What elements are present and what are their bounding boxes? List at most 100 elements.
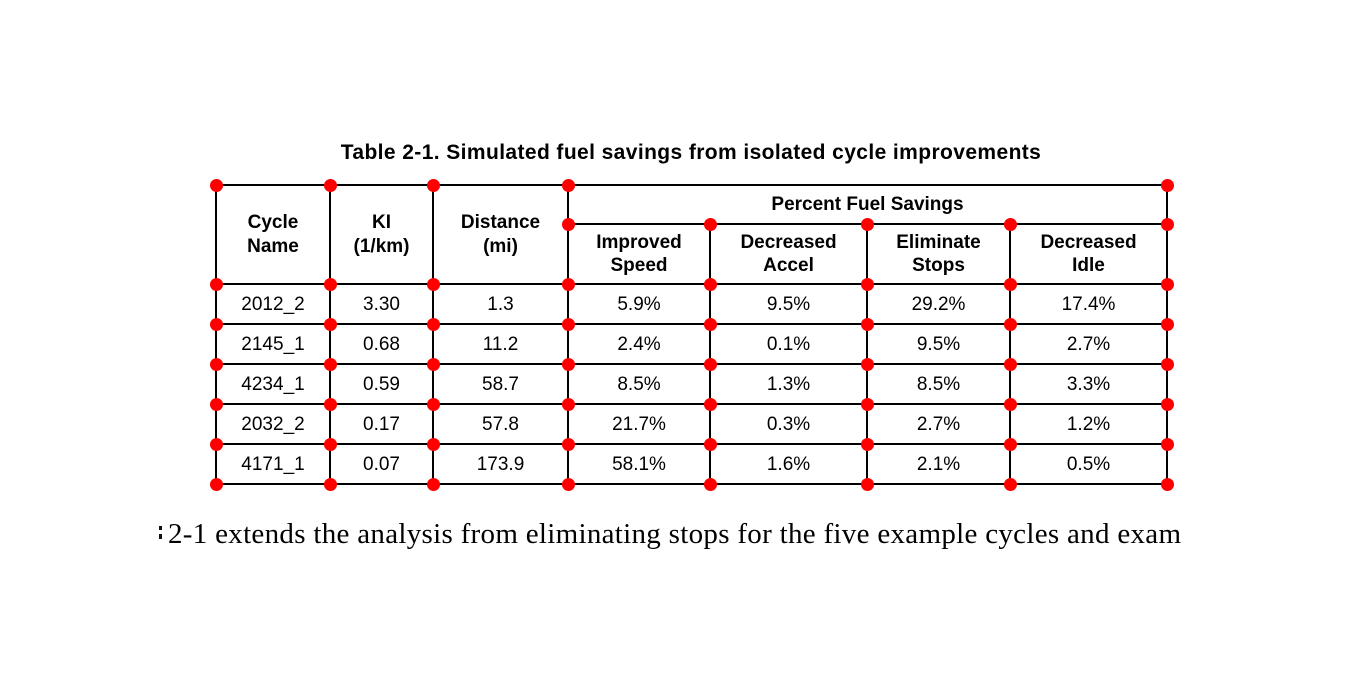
cell-eliminate-stops: 9.5% xyxy=(866,323,1011,365)
cell-cycle-name: 2032_2 xyxy=(215,403,331,445)
annotation-dot-icon xyxy=(323,437,337,451)
annotation-dot-icon xyxy=(1160,277,1174,291)
cell-improved-speed: 58.1% xyxy=(567,443,711,485)
annotation-dot-icon xyxy=(426,397,440,411)
col-header-eliminate-stops: Eliminate Stops xyxy=(866,223,1011,285)
annotation-dot-icon xyxy=(1160,217,1174,231)
annotation-dot-icon xyxy=(1160,178,1174,192)
annotation-dot-icon xyxy=(323,397,337,411)
cell-improved-speed: 8.5% xyxy=(567,363,711,405)
cell-ki: 0.68 xyxy=(329,323,434,365)
annotation-dot-icon xyxy=(209,317,223,331)
annotation-dot-icon xyxy=(209,277,223,291)
caption-text: 2-1 extends the analysis from eliminatin… xyxy=(168,518,1182,550)
annotation-dot-icon xyxy=(561,317,575,331)
annotation-dot-icon xyxy=(703,477,717,491)
annotation-dot-icon xyxy=(1003,437,1017,451)
annotation-dot-icon xyxy=(860,437,874,451)
cell-decreased-idle: 17.4% xyxy=(1009,283,1168,325)
cell-cycle-name: 2145_1 xyxy=(215,323,331,365)
table-row: 2012_2 3.30 1.3 5.9% 9.5% 29.2% 17.4% xyxy=(215,283,1168,325)
annotation-dot-icon xyxy=(860,477,874,491)
annotation-dot-icon xyxy=(426,357,440,371)
annotation-dot-icon xyxy=(323,477,337,491)
cell-distance: 11.2 xyxy=(432,323,569,365)
annotation-dot-icon xyxy=(1003,217,1017,231)
cell-decreased-idle: 0.5% xyxy=(1009,443,1168,485)
annotation-dot-icon xyxy=(561,178,575,192)
table-row: 2032_2 0.17 57.8 21.7% 0.3% 2.7% 1.2% xyxy=(215,403,1168,445)
annotation-dot-icon xyxy=(426,178,440,192)
table-row: 4171_1 0.07 173.9 58.1% 1.6% 2.1% 0.5% xyxy=(215,443,1168,485)
cell-distance: 57.8 xyxy=(432,403,569,445)
annotation-dot-icon xyxy=(561,397,575,411)
annotation-dot-icon xyxy=(1003,357,1017,371)
annotation-dot-icon xyxy=(703,397,717,411)
cell-decreased-accel: 0.3% xyxy=(709,403,868,445)
col-header-ki: KI (1/km) xyxy=(329,184,434,285)
annotation-dot-icon xyxy=(561,437,575,451)
annotation-dot-icon xyxy=(426,317,440,331)
cell-improved-speed: 21.7% xyxy=(567,403,711,445)
annotation-dot-icon xyxy=(860,357,874,371)
annotation-dot-icon xyxy=(703,317,717,331)
annotation-dot-icon xyxy=(860,397,874,411)
cell-distance: 58.7 xyxy=(432,363,569,405)
col-header-cycle-name: Cycle Name xyxy=(215,184,331,285)
annotation-dot-icon xyxy=(1003,277,1017,291)
header-row-group: Cycle Name KI (1/km) Distance (mi) Perce… xyxy=(215,184,1168,285)
annotation-dot-icon xyxy=(703,277,717,291)
annotation-dot-icon xyxy=(1160,317,1174,331)
annotation-dot-icon xyxy=(860,277,874,291)
annotation-dot-icon xyxy=(1003,477,1017,491)
cell-decreased-accel: 1.3% xyxy=(709,363,868,405)
cell-cycle-name: 2012_2 xyxy=(215,283,331,325)
clipped-glyph-fragment xyxy=(159,534,162,539)
annotation-dot-icon xyxy=(1003,317,1017,331)
cell-distance: 173.9 xyxy=(432,443,569,485)
annotation-dot-icon xyxy=(209,178,223,192)
annotation-dot-icon xyxy=(426,477,440,491)
annotation-dot-icon xyxy=(1160,437,1174,451)
clipped-glyph-fragment xyxy=(159,526,162,530)
table-row: 4234_1 0.59 58.7 8.5% 1.3% 8.5% 3.3% xyxy=(215,363,1168,405)
cell-ki: 0.07 xyxy=(329,443,434,485)
cell-eliminate-stops: 29.2% xyxy=(866,283,1011,325)
col-header-decreased-accel: Decreased Accel xyxy=(709,223,868,285)
annotation-dot-icon xyxy=(1160,477,1174,491)
col-header-decreased-idle: Decreased Idle xyxy=(1009,223,1168,285)
annotation-dot-icon xyxy=(703,357,717,371)
cell-eliminate-stops: 8.5% xyxy=(866,363,1011,405)
cell-decreased-accel: 9.5% xyxy=(709,283,868,325)
annotation-dot-icon xyxy=(860,217,874,231)
cell-decreased-accel: 0.1% xyxy=(709,323,868,365)
annotation-dot-icon xyxy=(209,397,223,411)
annotation-dot-icon xyxy=(561,357,575,371)
annotation-dot-icon xyxy=(323,317,337,331)
cell-decreased-accel: 1.6% xyxy=(709,443,868,485)
cell-improved-speed: 2.4% xyxy=(567,323,711,365)
annotation-dot-icon xyxy=(703,437,717,451)
annotation-dot-icon xyxy=(426,277,440,291)
cell-improved-speed: 5.9% xyxy=(567,283,711,325)
cell-ki: 3.30 xyxy=(329,283,434,325)
cell-ki: 0.59 xyxy=(329,363,434,405)
cell-cycle-name: 4171_1 xyxy=(215,443,331,485)
annotation-dot-icon xyxy=(860,317,874,331)
annotation-dot-icon xyxy=(561,277,575,291)
fuel-savings-table: Cycle Name KI (1/km) Distance (mi) Perce… xyxy=(215,184,1168,485)
table-row: 2145_1 0.68 11.2 2.4% 0.1% 9.5% 2.7% xyxy=(215,323,1168,365)
annotation-dot-icon xyxy=(703,217,717,231)
cell-eliminate-stops: 2.7% xyxy=(866,403,1011,445)
annotation-dot-icon xyxy=(323,277,337,291)
annotation-dot-icon xyxy=(1160,357,1174,371)
cell-cycle-name: 4234_1 xyxy=(215,363,331,405)
header-row-sub: Improved Speed Decreased Accel Eliminate… xyxy=(216,223,1168,285)
annotation-dot-icon xyxy=(323,357,337,371)
cell-decreased-idle: 3.3% xyxy=(1009,363,1168,405)
annotation-dot-icon xyxy=(209,357,223,371)
annotation-dot-icon xyxy=(209,477,223,491)
cell-decreased-idle: 2.7% xyxy=(1009,323,1168,365)
annotation-dot-icon xyxy=(426,437,440,451)
